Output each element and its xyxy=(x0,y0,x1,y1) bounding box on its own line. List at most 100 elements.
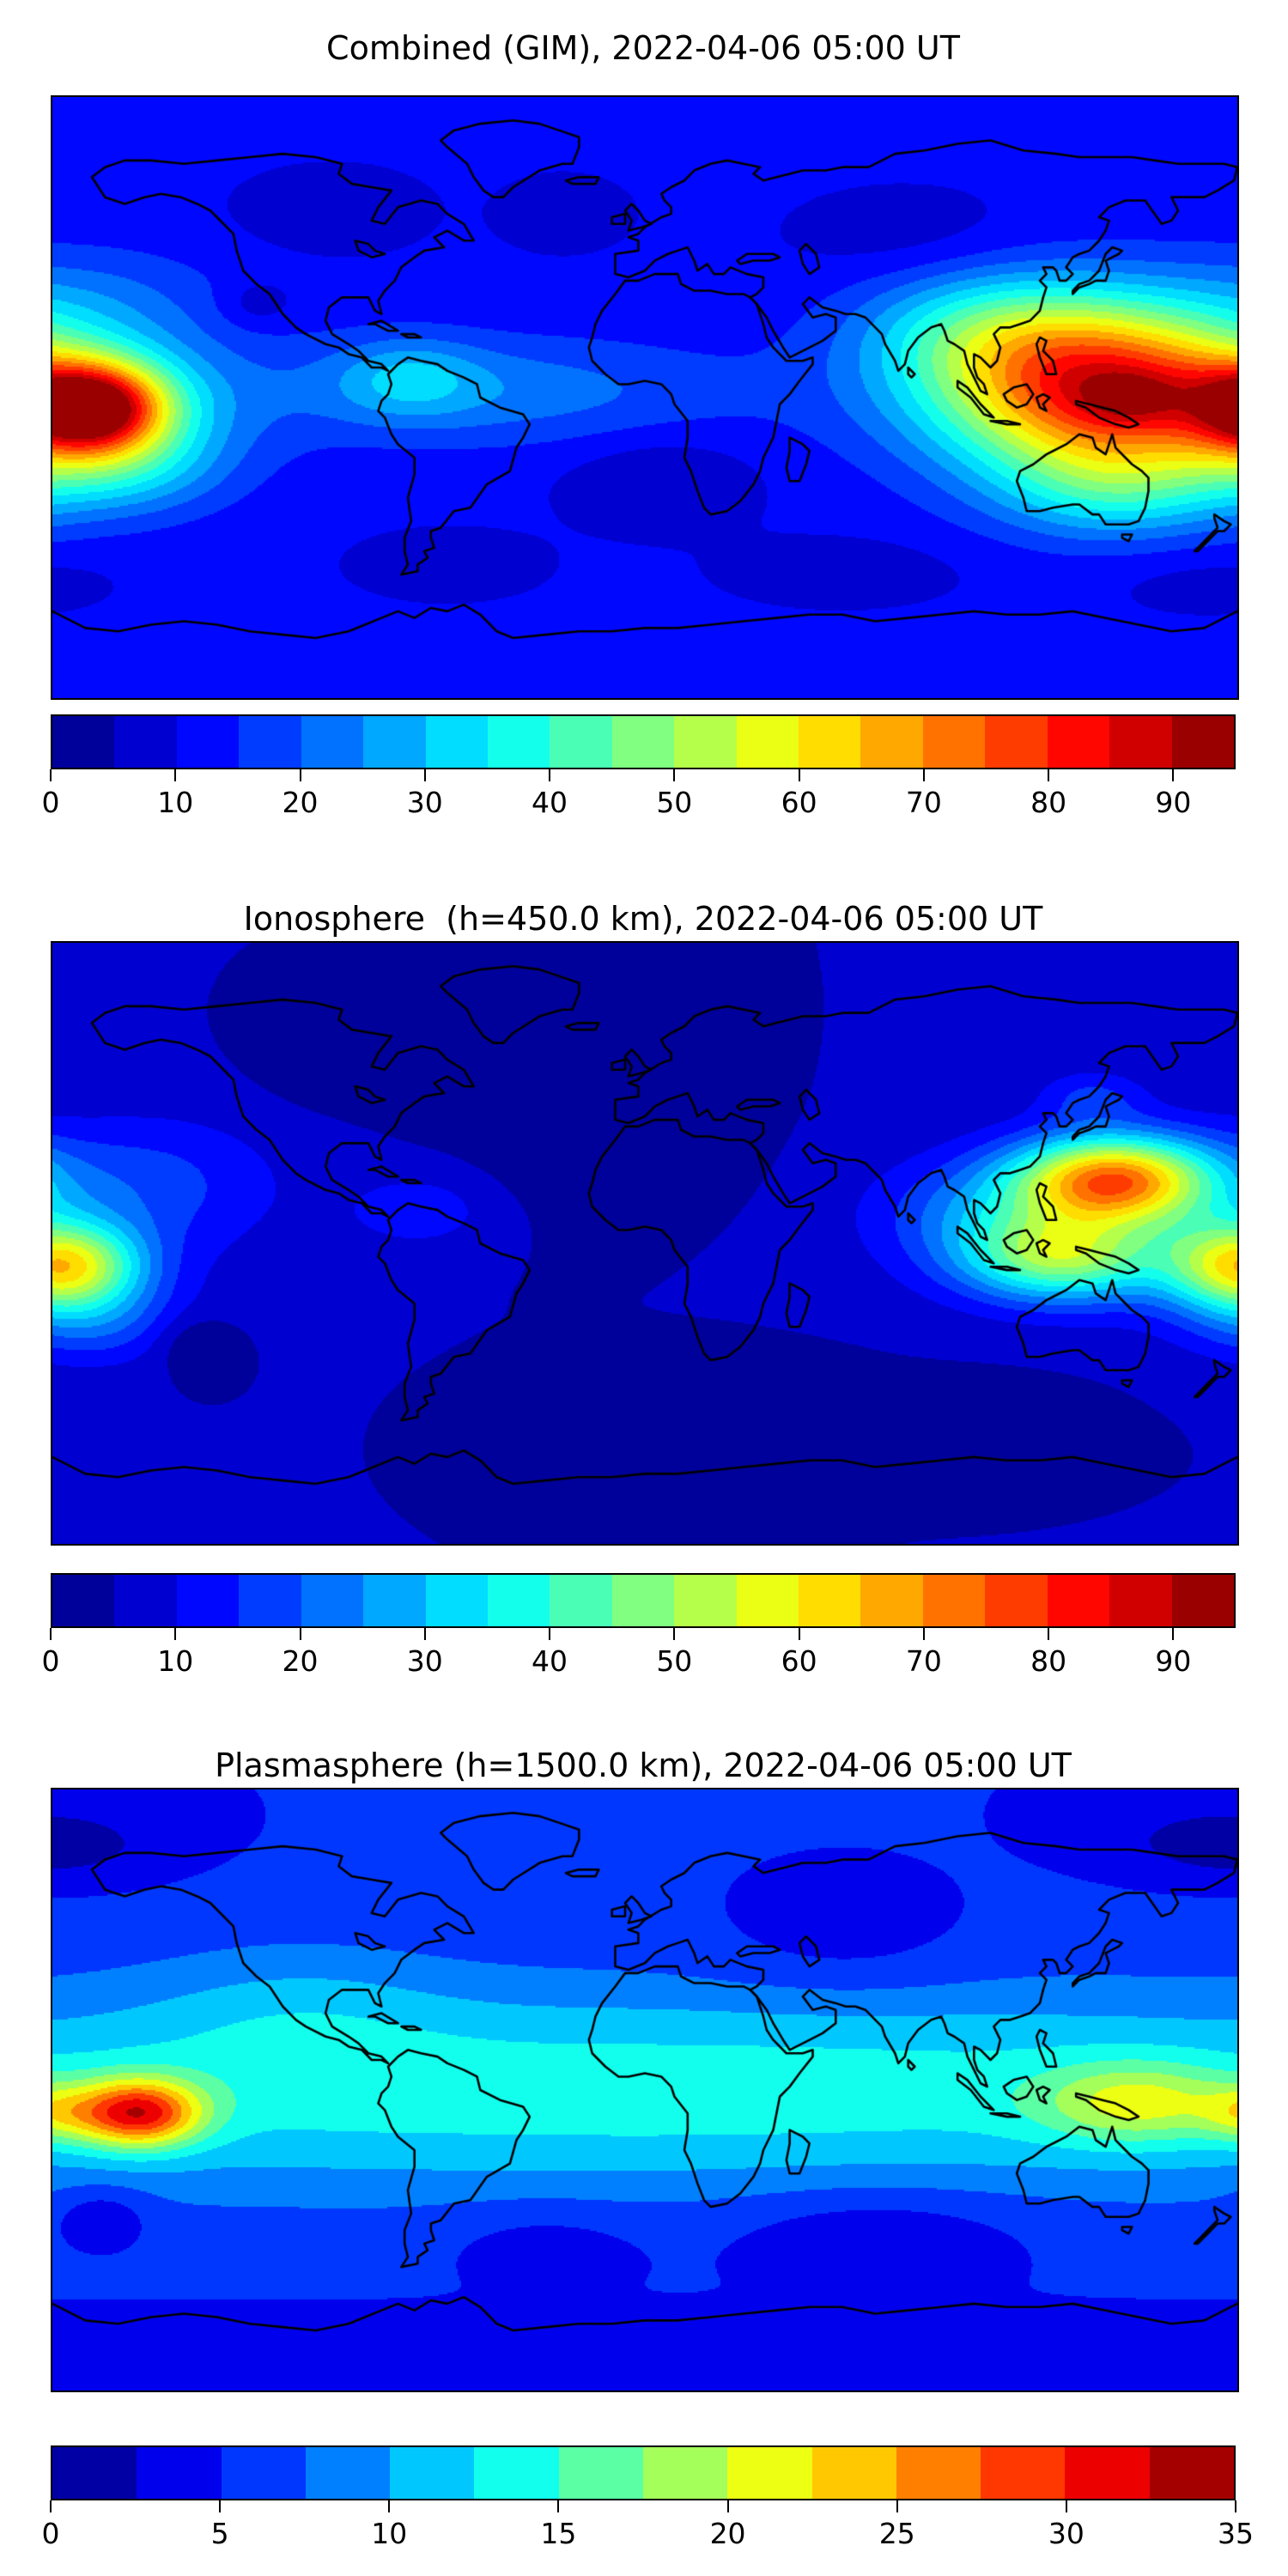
colorbar-tick-label: 40 xyxy=(532,1644,568,1678)
colorbar-segment xyxy=(1109,716,1172,768)
colorbar-segment xyxy=(137,2447,222,2499)
colorbar-tick-label: 70 xyxy=(905,786,942,819)
colorbar-segment xyxy=(114,716,177,768)
colorbar-tick-label: 80 xyxy=(1030,786,1067,819)
colorbar-tick-mark xyxy=(798,769,800,781)
colorbar-tick-label: 30 xyxy=(406,1644,443,1678)
colorbar-tick-mark xyxy=(549,769,551,781)
colorbar-segment xyxy=(239,716,301,768)
colorbar-tick-mark xyxy=(50,2500,52,2512)
colorbar-tick-mark xyxy=(50,769,52,781)
colorbar-segment xyxy=(1171,1575,1235,1626)
colorbar-segment xyxy=(922,1575,986,1626)
colorbar-segment xyxy=(985,1575,1048,1626)
colorbar-segment xyxy=(811,2447,896,2499)
ionosphere-colorbar xyxy=(51,1573,1236,1628)
colorbar-segment xyxy=(674,716,737,768)
colorbar-tick-mark xyxy=(388,2500,391,2512)
colorbar-segment xyxy=(305,2447,391,2499)
colorbar-tick-mark xyxy=(1172,769,1175,781)
colorbar-segment xyxy=(114,1575,177,1626)
colorbar-tick-mark xyxy=(1048,769,1050,781)
colorbar-tick-label: 30 xyxy=(406,786,443,819)
colorbar-tick-mark xyxy=(174,769,177,781)
ionosphere-tec-world-map xyxy=(51,941,1239,1546)
colorbar-tick-mark xyxy=(726,2500,729,2512)
colorbar-segment xyxy=(52,716,115,768)
colorbar-segment xyxy=(860,716,923,768)
colorbar-segment xyxy=(736,716,799,768)
colorbar-segment xyxy=(52,1575,115,1626)
colorbar-segment xyxy=(736,1575,799,1626)
colorbar-segment xyxy=(390,2447,475,2499)
combined-colorbar xyxy=(51,714,1236,769)
colorbar-segment xyxy=(611,1575,675,1626)
colorbar-segment xyxy=(176,716,240,768)
colorbar-segment xyxy=(1109,1575,1172,1626)
colorbar-tick-mark xyxy=(1172,1628,1175,1640)
colorbar-tick-mark xyxy=(673,769,676,781)
colorbar-segment xyxy=(239,1575,301,1626)
colorbar-tick-mark xyxy=(896,2500,898,2512)
colorbar-tick-label: 10 xyxy=(371,2517,408,2550)
colorbar-segment xyxy=(363,1575,426,1626)
colorbar-tick-label: 0 xyxy=(41,786,60,819)
colorbar-tick-label: 50 xyxy=(656,1644,693,1678)
plasmasphere-map-title: Plasmasphere (h=1500.0 km), 2022-04-06 0… xyxy=(215,1747,1072,1784)
colorbar-tick-label: 30 xyxy=(1048,2517,1084,2550)
colorbar-tick-mark xyxy=(557,2500,560,2512)
colorbar-segment xyxy=(301,1575,364,1626)
colorbar-tick-label: 90 xyxy=(1155,786,1192,819)
colorbar-segment xyxy=(1047,1575,1110,1626)
colorbar-segment xyxy=(550,1575,612,1626)
colorbar-tick-label: 40 xyxy=(532,786,568,819)
colorbar-tick-label: 35 xyxy=(1218,2517,1254,2550)
colorbar-segment xyxy=(52,2447,137,2499)
colorbar-segment xyxy=(922,716,986,768)
colorbar-tick-label: 50 xyxy=(656,786,693,819)
colorbar-tick-mark xyxy=(922,769,925,781)
colorbar-tick-mark xyxy=(423,769,426,781)
colorbar-tick-mark xyxy=(798,1628,800,1640)
colorbar-segment xyxy=(674,1575,737,1626)
colorbar-tick-mark xyxy=(174,1628,177,1640)
colorbar-tick-label: 15 xyxy=(540,2517,577,2550)
colorbar-segment xyxy=(799,716,861,768)
colorbar-tick-mark xyxy=(673,1628,676,1640)
colorbar-tick-mark xyxy=(423,1628,426,1640)
colorbar-segment xyxy=(727,2447,812,2499)
colorbar-tick-mark xyxy=(1235,2500,1236,2512)
colorbar-segment xyxy=(487,1575,550,1626)
colorbar-segment xyxy=(1047,716,1110,768)
combined-tec-world-map xyxy=(51,95,1239,700)
colorbar-tick-mark xyxy=(549,1628,551,1640)
colorbar-segment xyxy=(487,716,550,768)
colorbar-segment xyxy=(558,2447,643,2499)
combined-map-title: Combined (GIM), 2022-04-06 05:00 UT xyxy=(326,29,960,67)
colorbar-tick-label: 20 xyxy=(282,786,319,819)
colorbar-tick-mark xyxy=(50,1628,52,1640)
colorbar-segment xyxy=(642,2447,728,2499)
colorbar-tick-label: 0 xyxy=(41,2517,60,2550)
colorbar-segment xyxy=(981,2447,1066,2499)
colorbar-segment xyxy=(363,716,426,768)
colorbar-tick-label: 20 xyxy=(282,1644,319,1678)
colorbar-segment xyxy=(896,2447,981,2499)
colorbar-segment xyxy=(799,1575,861,1626)
colorbar-tick-mark xyxy=(299,769,301,781)
colorbar-tick-label: 60 xyxy=(781,786,817,819)
colorbar-segment xyxy=(1065,2447,1150,2499)
colorbar-segment xyxy=(301,716,364,768)
colorbar-tick-label: 60 xyxy=(781,1644,817,1678)
colorbar-tick-label: 20 xyxy=(709,2517,746,2550)
colorbar-tick-mark xyxy=(219,2500,222,2512)
colorbar-tick-label: 10 xyxy=(157,1644,194,1678)
colorbar-segment xyxy=(425,716,488,768)
colorbar-segment xyxy=(176,1575,240,1626)
colorbar-segment xyxy=(221,2447,306,2499)
colorbar-segment xyxy=(1171,716,1235,768)
colorbar-segment xyxy=(425,1575,488,1626)
plasmasphere-colorbar xyxy=(51,2445,1236,2500)
plasmasphere-tec-world-map xyxy=(51,1788,1239,2392)
